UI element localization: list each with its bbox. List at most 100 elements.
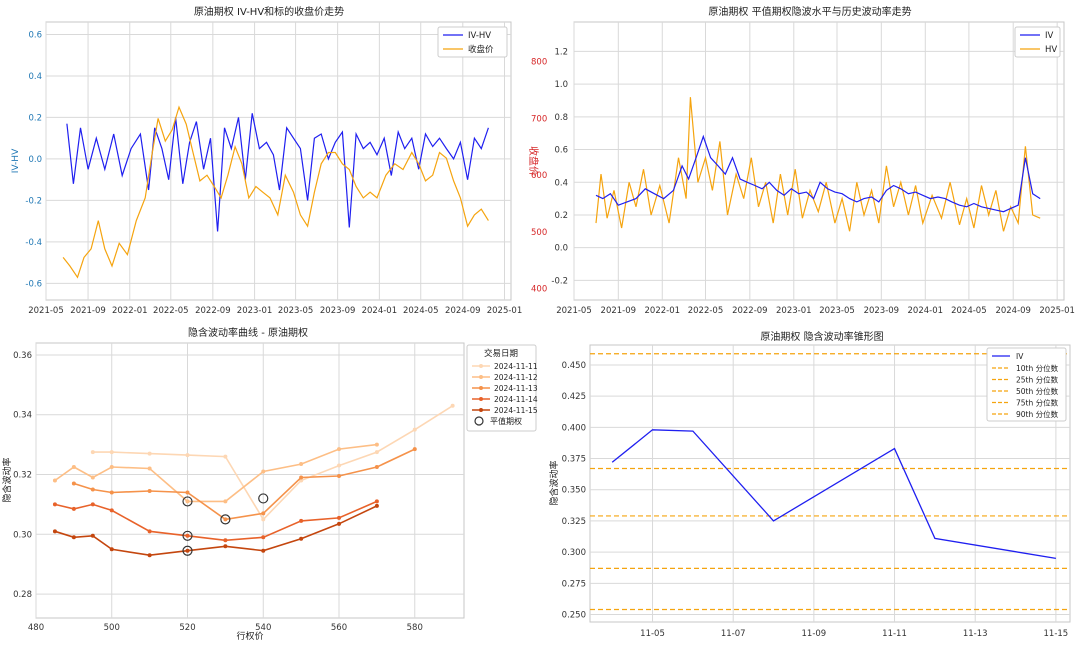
- chart4-grid: [590, 345, 1070, 622]
- chart1-x-tick: 2022-01: [112, 306, 148, 316]
- chart4-y-tick: 0.425: [562, 392, 586, 402]
- chart3-ticks: 480 500 520 540 560 580 0.28 0.30 0.32 0.34 0.36: [13, 351, 423, 633]
- chart4-legend-percentile: 50th 分位数: [1016, 386, 1059, 396]
- chart3-y-tick: 0.32: [13, 471, 32, 481]
- chart2-x-tick: 2025-01: [1039, 306, 1075, 316]
- chart4-x-tick: 11-09: [802, 629, 827, 639]
- chart2-y-tick: 0.0: [554, 244, 568, 254]
- chart3-point: [374, 465, 379, 470]
- chart3-y-tick: 0.30: [13, 530, 32, 540]
- chart4-legend-percentile: 10th 分位数: [1016, 363, 1059, 373]
- chart3-point: [90, 450, 95, 455]
- chart3-atm-marker: [220, 514, 231, 525]
- chart2-x-tick: 2024-01: [908, 306, 944, 316]
- chart3-point: [223, 544, 228, 549]
- chart1-x-tick: 2024-09: [445, 306, 481, 316]
- chart1-y2-tick: 800: [531, 58, 547, 68]
- chart2-y-tick: -0.2: [551, 276, 568, 286]
- chart3-ylabel: 隐含波动率: [1, 457, 13, 502]
- chart1-y-tick: 0.2: [28, 113, 42, 123]
- chart1-x-tick: 2023-05: [278, 306, 314, 316]
- chart3-point: [337, 474, 342, 479]
- chart1-y2-tick: 500: [531, 228, 547, 238]
- chart3-point: [450, 403, 455, 408]
- chart4-x-tick: 11-05: [640, 629, 665, 639]
- chart3-x-tick: 520: [179, 623, 195, 633]
- chart4-ticks: 11-05 11-07 11-09 11-11 11-13 11-15 0.250 0.275…: [562, 361, 1069, 639]
- chart3-legend-entry: 2024-11-14: [494, 395, 538, 404]
- chart4-y-tick: 0.350: [562, 486, 586, 496]
- chart2-x-tick: 2022-05: [688, 306, 724, 316]
- chart1-x-tick: 2021-05: [28, 306, 64, 316]
- chart3-atm-marker: [258, 493, 269, 504]
- chart3-y-tick: 0.36: [13, 351, 32, 361]
- chart3-series: [52, 403, 455, 558]
- chart3-x-tick: 500: [104, 623, 120, 633]
- chart3-x-tick: 580: [407, 623, 423, 633]
- chart3-point: [147, 451, 152, 456]
- chart1-y2-tick: 700: [531, 114, 547, 124]
- chart3-legend-entry: 2024-11-13: [494, 384, 538, 393]
- chart2-x-tick: 2022-01: [645, 306, 681, 316]
- chart4-y-tick: 0.450: [562, 361, 586, 371]
- chart3-point: [337, 521, 342, 526]
- chart4-title: 原油期权 隐含波动率锥形图: [760, 330, 883, 343]
- chart3-point: [71, 535, 76, 540]
- chart3-point: [185, 490, 190, 495]
- chart3-point: [185, 453, 190, 458]
- chart4-plot-frame: [589, 344, 1071, 623]
- iv-hv-close-chart: 原油期权 IV-HV和标的收盘价走势 2021-05 2021-09 2022-01…: [11, 5, 547, 316]
- chart1-y-tick: 0.6: [28, 30, 42, 40]
- chart2-iv-line: [595, 134, 1041, 213]
- chart2-series: [595, 97, 1041, 232]
- chart3-point: [52, 478, 57, 483]
- chart3-point: [71, 506, 76, 511]
- chart1-legend-iv-hv: IV-HV: [468, 31, 491, 41]
- chart4-x-tick: 11-15: [1044, 629, 1069, 639]
- chart1-x-tick: 2021-09: [70, 306, 106, 316]
- chart3-point: [299, 475, 304, 480]
- chart3-point: [109, 490, 114, 495]
- chart3-point: [71, 481, 76, 486]
- chart3-x-tick: 540: [255, 623, 271, 633]
- chart3-point: [109, 450, 114, 455]
- chart4-x-tick: 11-11: [882, 629, 907, 639]
- chart2-x-tick: 2024-05: [951, 306, 987, 316]
- iv-cone-chart: 原油期权 隐含波动率锥形图 11-05 11-07 11-09 11-11 11-13 1…: [548, 330, 1071, 639]
- chart2-x-tick: 2023-09: [864, 306, 900, 316]
- chart3-legend-swatch-point: [479, 397, 483, 401]
- chart4-legend-percentile: 90th 分位数: [1016, 409, 1059, 419]
- chart4-legend-iv: IV: [1016, 352, 1024, 361]
- chart1-y-tick: -0.4: [25, 238, 42, 248]
- chart4-y-tick: 0.375: [562, 455, 586, 465]
- chart3-point: [147, 553, 152, 558]
- chart3-grid: [35, 343, 464, 618]
- chart1-y2-tick: 400: [531, 285, 547, 295]
- chart3-y-tick: 0.34: [13, 411, 32, 421]
- chart1-x-tick: 2025-01: [487, 306, 523, 316]
- chart3-point: [223, 499, 228, 504]
- chart4-legend-percentile: 75th 分位数: [1016, 398, 1059, 408]
- chart3-point: [374, 450, 379, 455]
- chart1-y-tick: 0.0: [28, 155, 42, 165]
- chart1-x-tick: 2023-01: [237, 306, 273, 316]
- chart2-y-tick: 0.6: [554, 146, 568, 156]
- chart2-plot-frame: [573, 21, 1065, 301]
- chart1-grid: [45, 22, 511, 300]
- chart1-close-line: [62, 105, 489, 279]
- chart2-hv-line: [595, 97, 1041, 232]
- chart3-point: [185, 548, 190, 553]
- chart1-legend: IV-HV 收盘价: [437, 26, 508, 58]
- chart2-x-tick: 2021-09: [601, 306, 637, 316]
- chart3-legend-swatch-point: [479, 364, 483, 368]
- chart2-legend: IV HV: [1014, 26, 1061, 58]
- chart3-atm-marker: [182, 545, 193, 556]
- chart3-legend-atm-marker: [474, 416, 484, 426]
- chart1-y-tick: 0.4: [28, 72, 42, 82]
- chart3-x-tick: 560: [331, 623, 347, 633]
- chart1-x-tick: 2024-01: [362, 306, 398, 316]
- iv-smile-chart: 隐含波动率曲线 - 原油期权 480 500 520 540 560 580 0.28 0.3…: [1, 326, 538, 642]
- chart3-point: [185, 499, 190, 504]
